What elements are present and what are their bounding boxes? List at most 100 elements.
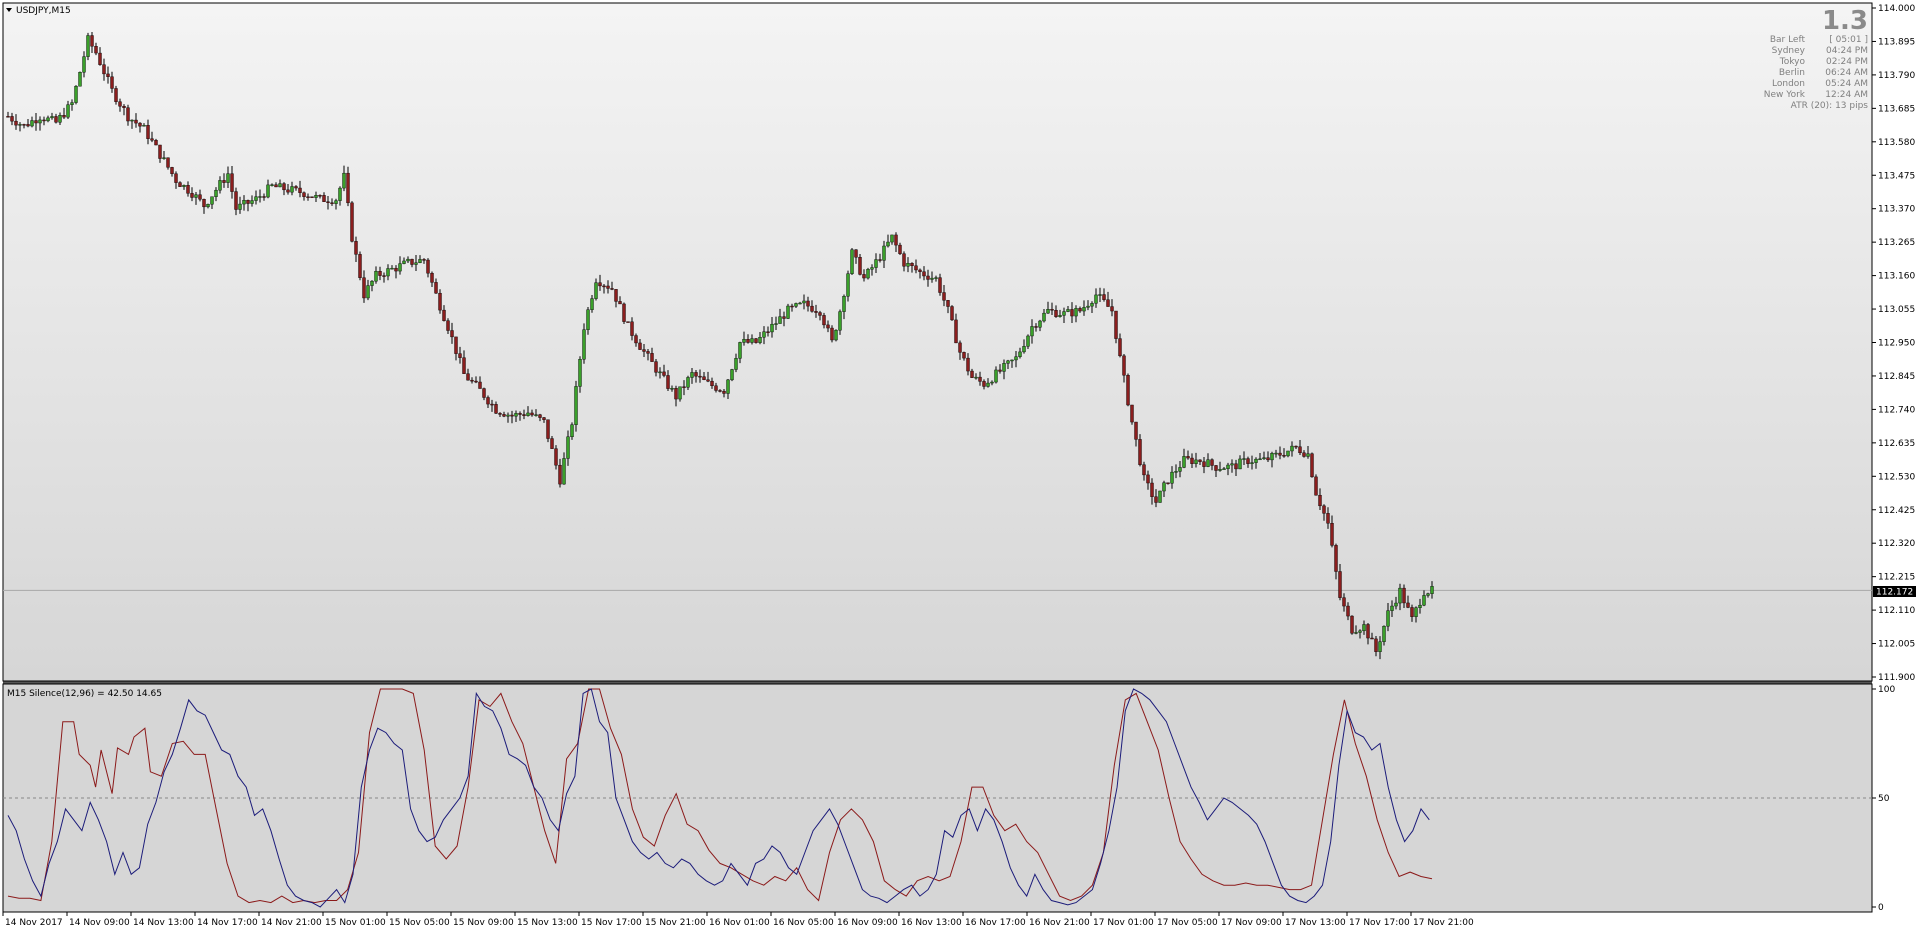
candle — [466, 368, 470, 381]
candle — [1086, 300, 1090, 311]
candle — [630, 317, 634, 341]
candle — [162, 151, 166, 160]
candle — [138, 122, 142, 133]
candle — [142, 123, 146, 127]
candle — [674, 385, 678, 407]
candle — [894, 232, 898, 252]
candle — [1394, 596, 1398, 610]
candle — [910, 262, 914, 273]
candle — [198, 189, 202, 202]
price-pane[interactable] — [2, 2, 1873, 682]
candle — [582, 323, 586, 364]
price-tick-label: 111.900 — [1878, 673, 1915, 683]
candle — [1374, 635, 1378, 657]
candle — [462, 350, 466, 374]
candle — [1230, 459, 1234, 473]
candle — [62, 107, 66, 120]
candle — [438, 289, 442, 314]
candle — [54, 113, 58, 124]
time-tick-label: 14 Nov 17:00 — [197, 918, 258, 928]
candle — [670, 385, 674, 392]
candle — [1082, 300, 1086, 316]
candle — [990, 380, 994, 386]
candle — [498, 412, 502, 418]
candle — [270, 183, 274, 187]
candle — [230, 165, 234, 199]
price-tick-label: 113.685 — [1878, 104, 1915, 114]
candle — [238, 196, 242, 214]
time-tick-label: 15 Nov 17:00 — [581, 918, 642, 928]
candle — [454, 336, 458, 361]
candle — [638, 339, 642, 350]
candle — [218, 176, 222, 194]
candle — [406, 256, 410, 263]
candle — [610, 281, 614, 291]
candle — [1122, 353, 1126, 383]
candle — [66, 100, 70, 120]
time-tick-label: 16 Nov 01:00 — [709, 918, 770, 928]
symbol-menu-icon[interactable] — [6, 8, 12, 12]
candle — [130, 119, 134, 129]
candle — [470, 377, 474, 384]
candle — [662, 364, 666, 378]
candle — [914, 259, 918, 274]
indicator-title: M15 Silence(12,96) = 42.50 14.65 — [7, 689, 162, 699]
candle — [1266, 451, 1270, 463]
candle — [338, 186, 342, 206]
candle — [1102, 288, 1106, 302]
candle — [106, 66, 110, 84]
info-row-label: New York — [1764, 90, 1806, 100]
candle — [962, 351, 966, 361]
candle — [1210, 458, 1214, 471]
time-tick-label: 15 Nov 05:00 — [389, 918, 450, 928]
candle — [1134, 421, 1138, 447]
candle — [822, 312, 826, 329]
candle — [862, 269, 866, 282]
candle — [1402, 584, 1406, 609]
candle — [82, 51, 86, 78]
candle — [334, 198, 338, 210]
candle — [594, 278, 598, 301]
time-tick-label: 17 Nov 05:00 — [1157, 918, 1218, 928]
candle — [578, 356, 582, 393]
candle — [1214, 464, 1218, 478]
candle — [850, 247, 854, 275]
indicator-pane[interactable] — [2, 683, 1873, 913]
candle — [274, 182, 278, 188]
candle — [1338, 563, 1342, 601]
candle — [394, 265, 398, 279]
candle — [1054, 305, 1058, 318]
candle — [314, 191, 318, 202]
candle — [538, 413, 542, 422]
candle — [770, 316, 774, 338]
candle — [854, 249, 858, 264]
candle — [1326, 507, 1330, 529]
candle — [726, 379, 730, 399]
candle — [658, 367, 662, 379]
candle — [350, 201, 354, 243]
candle — [986, 378, 990, 388]
candle — [346, 166, 350, 207]
candle — [1114, 310, 1118, 344]
candle — [78, 71, 82, 87]
candle — [486, 395, 490, 409]
candle — [1022, 339, 1026, 354]
candle — [1362, 620, 1366, 635]
candle — [446, 318, 450, 334]
price-tick-label: 113.475 — [1878, 171, 1915, 181]
candle — [14, 114, 18, 130]
candle — [1038, 319, 1042, 332]
info-big-value: 1.3 — [1822, 6, 1868, 36]
candle — [22, 123, 26, 129]
candle — [1094, 288, 1098, 308]
price-tick-label: 113.895 — [1878, 37, 1915, 47]
candle — [58, 112, 62, 126]
current-price-label: 112.172 — [1876, 588, 1913, 598]
symbol-title: USDJPY,M15 — [16, 6, 71, 16]
info-row-value: 04:24 PM — [1826, 46, 1868, 56]
candle — [738, 341, 742, 364]
candle — [802, 294, 806, 310]
candle — [998, 364, 1002, 374]
candle — [522, 409, 526, 420]
candle — [1178, 460, 1182, 478]
